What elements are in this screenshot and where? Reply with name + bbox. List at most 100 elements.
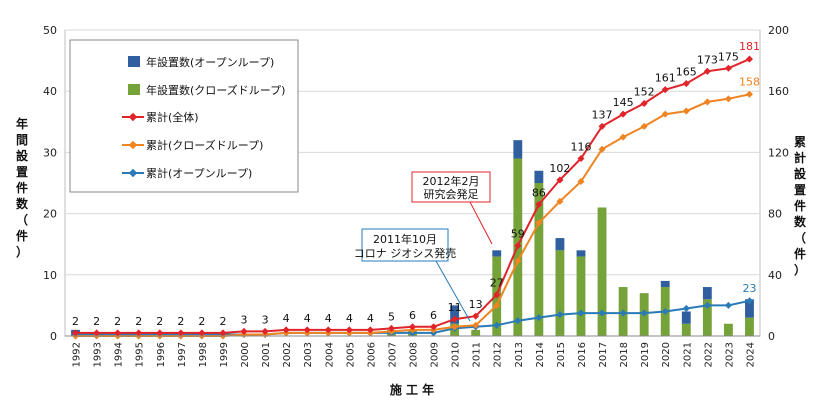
line-cumulative-closed-marker xyxy=(493,301,501,309)
x-tick-label: 1999 xyxy=(219,342,230,367)
y-left-tick-label: 40 xyxy=(43,85,57,98)
line-cumulative-closed-marker xyxy=(703,98,711,106)
line-cumulative-total-marker xyxy=(430,323,438,331)
y-right-tick-label: 40 xyxy=(768,269,782,282)
line-cumulative-total-marker xyxy=(640,99,648,107)
x-tick-label: 2012 xyxy=(493,342,504,367)
line-cumulative-total-marker xyxy=(661,86,669,94)
x-tick-label: 1993 xyxy=(93,342,104,367)
bar-open-loop xyxy=(576,250,586,257)
y-right-tick-label: 120 xyxy=(768,146,789,159)
x-tick-label: 1995 xyxy=(135,342,146,367)
x-tick-label: 2023 xyxy=(724,342,735,367)
line-cumulative-open-marker xyxy=(724,301,732,309)
legend-marker-total xyxy=(128,112,138,122)
line-cumulative-total-marker xyxy=(408,323,417,331)
end-label-total: 181 xyxy=(739,40,760,53)
end-label-open: 23 xyxy=(742,282,756,295)
line-cumulative-total-marker xyxy=(198,329,206,337)
annotation-2011-line1: 2011年10月 xyxy=(373,232,437,246)
legend: 年設置数(オープンループ) 年設置数(クローズドループ) 累計(全体) 累計(ク… xyxy=(69,39,299,193)
x-tick-label: 2020 xyxy=(661,342,672,367)
x-tick-label: 2014 xyxy=(535,342,546,367)
x-tick-label: 1996 xyxy=(156,342,167,367)
annotation-2011-box xyxy=(361,228,449,262)
line-cumulative-closed-marker xyxy=(577,177,585,186)
line-cumulative-total-marker xyxy=(619,110,627,118)
data-label-total: 102 xyxy=(549,162,570,175)
line-cumulative-total-marker xyxy=(345,326,353,334)
line-cumulative-total-marker xyxy=(556,176,564,184)
data-label-total: 161 xyxy=(655,72,676,85)
line-cumulative-total-marker xyxy=(472,312,480,320)
bar-open-loop xyxy=(513,140,523,159)
y-axis-right-title-char: 件 xyxy=(794,246,806,261)
x-tick-label: 2024 xyxy=(745,342,756,367)
line-cumulative-total-marker xyxy=(324,326,332,334)
y-axis-left-title-char: 数 xyxy=(16,196,29,211)
line-cumulative-total-marker xyxy=(535,200,543,208)
annotation-2012-box xyxy=(411,171,491,203)
line-cumulative-total-marker xyxy=(451,315,459,323)
line-cumulative-total-marker xyxy=(114,329,122,337)
x-tick-label: 2021 xyxy=(682,342,693,367)
x-tick-label: 1998 xyxy=(198,342,209,367)
data-label-total: 59 xyxy=(511,228,525,241)
x-tick-label: 2005 xyxy=(345,342,356,367)
line-cumulative-total-marker xyxy=(71,329,80,337)
data-labels: 2 2 2 2 2 2 2 2 3 3 4 4 4 4 4 5 6 611 13275986102116137145… xyxy=(72,40,760,328)
y-axis-left-title-char: 件 xyxy=(16,228,28,243)
y-left-tick-label: 20 xyxy=(43,208,57,221)
end-label-closed: 158 xyxy=(739,75,760,88)
line-cumulative-total-marker xyxy=(387,324,395,332)
y-right-tick-label: 0 xyxy=(768,330,775,343)
y-axis-right-title-char: 置 xyxy=(794,183,806,197)
legend-swatch-open-bar xyxy=(128,56,140,67)
data-label-total: 13 xyxy=(469,298,483,311)
line-cumulative-total-marker xyxy=(493,291,501,299)
y-left-tick-label: 30 xyxy=(43,146,57,159)
line-cumulative-total-marker xyxy=(135,329,143,337)
bar-closed-loop xyxy=(471,329,481,336)
line-cumulative-closed-marker xyxy=(619,133,627,141)
line-cumulative-closed-marker xyxy=(745,90,754,98)
x-tick-label: 2015 xyxy=(556,342,567,367)
line-cumulative-total-marker xyxy=(514,242,522,250)
x-tick-label: 2016 xyxy=(577,342,588,367)
line-cumulative-total-marker xyxy=(598,122,606,130)
legend-label-total-line: 累計(全体) xyxy=(146,110,199,124)
data-label-total: 6 xyxy=(409,309,416,322)
data-label-total: 4 xyxy=(325,312,332,325)
legend-label-open-line: 累計(オープンループ) xyxy=(146,166,252,180)
bar-closed-loop xyxy=(702,299,712,336)
y-axis-right-title-char: 件 xyxy=(794,198,806,213)
bar-closed-loop xyxy=(723,323,733,336)
line-cumulative-total-marker xyxy=(577,154,585,163)
y-right-tick-label: 200 xyxy=(768,24,789,37)
line-cumulative-closed-marker xyxy=(640,122,648,130)
line-cumulative-open-marker xyxy=(535,314,543,322)
legend-label-closed-line: 累計(クローズドループ) xyxy=(146,138,263,152)
data-label-total: 5 xyxy=(388,310,395,323)
x-tick-label: 2003 xyxy=(303,342,314,367)
data-label-total: 152 xyxy=(634,85,655,98)
bar-open-loop xyxy=(702,287,712,300)
line-cumulative-open-marker xyxy=(598,309,606,317)
bar-closed-loop xyxy=(576,256,586,336)
annotation-2011-pointer xyxy=(435,260,471,322)
line-cumulative-open-marker xyxy=(619,309,627,317)
legend-marker-open xyxy=(128,168,138,178)
bar-open-loop xyxy=(660,280,670,288)
data-label-total: 6 xyxy=(430,309,437,322)
annotation-2012-line1: 2012年2月 xyxy=(423,174,480,188)
data-label-total: 2 xyxy=(219,315,226,328)
y-axis-left-title-char: 設 xyxy=(16,148,29,163)
data-label-total: 2 xyxy=(198,315,205,328)
y-axis-left-title-char: 間 xyxy=(16,133,28,147)
line-cumulative-total-marker xyxy=(724,64,732,72)
data-label-total: 4 xyxy=(283,312,290,325)
data-label-total: 2 xyxy=(177,315,184,328)
annotation-2012-pointer xyxy=(469,201,493,245)
